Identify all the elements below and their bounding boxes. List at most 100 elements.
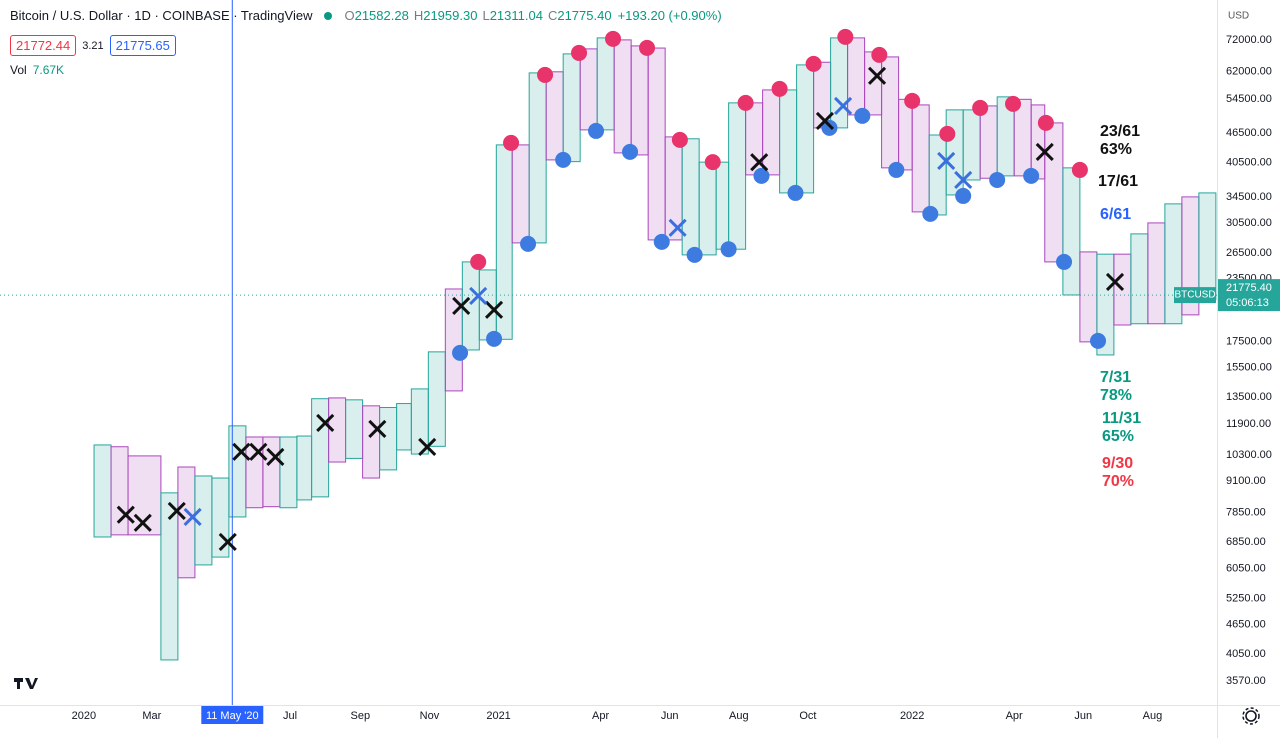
x-tick-label: Oct xyxy=(799,710,816,722)
range-box xyxy=(562,53,581,163)
range-box xyxy=(647,47,666,241)
y-tick-label: 4050.00 xyxy=(1226,648,1266,660)
x-tick-label: Jul xyxy=(283,710,297,722)
x-tick-label: Nov xyxy=(420,710,440,722)
high-dots xyxy=(671,131,688,148)
range-box xyxy=(1198,192,1217,301)
y-tick-label: 46500.00 xyxy=(1226,127,1272,139)
y-tick-label: 4650.00 xyxy=(1226,618,1266,630)
low-dots xyxy=(720,241,737,258)
blue-x-marker xyxy=(834,96,853,115)
crosshair-label: 11 May '20 xyxy=(206,710,259,722)
ohlc-item: C21775.40 xyxy=(548,8,612,23)
black-x-marker xyxy=(368,419,387,439)
symbol-tag-bg xyxy=(1174,287,1216,304)
low-dots xyxy=(821,119,838,136)
y-tick-label: 11900.00 xyxy=(1226,418,1271,430)
black-x-marker xyxy=(116,505,135,524)
low-dots xyxy=(989,171,1006,188)
x-tick-label: Aug xyxy=(729,710,749,722)
ohlc-value: 21311.04 xyxy=(489,8,543,23)
black-x-marker xyxy=(316,413,335,433)
y-tick-label: 62000.00 xyxy=(1226,66,1272,78)
black-x-marker xyxy=(815,111,834,130)
range-box xyxy=(928,134,947,216)
change: +193.20 (+0.90%) xyxy=(617,8,722,23)
ohlc-item: H21959.30 xyxy=(414,8,478,23)
range-box xyxy=(962,109,981,181)
blue-x-marker xyxy=(937,151,956,170)
low-dots xyxy=(1090,332,1107,349)
high-dots xyxy=(771,80,788,97)
range-box xyxy=(461,261,480,351)
high-dots xyxy=(1005,95,1022,112)
crosshair-label-bg xyxy=(201,706,264,724)
volume-row: Vol 7.67K xyxy=(10,63,64,77)
ask[interactable]: 21775.65 xyxy=(109,35,176,56)
blue-x-marker xyxy=(183,507,202,527)
ohlc-value: 21959.30 xyxy=(423,8,478,23)
range-box xyxy=(528,72,547,244)
last-price-bg xyxy=(1218,279,1280,312)
black-x-marker xyxy=(266,447,285,467)
range-box xyxy=(847,37,866,116)
low-dots xyxy=(520,235,537,252)
ohlc-label: H xyxy=(413,8,424,23)
quote-row: 21772.44 3.21 21775.65 xyxy=(10,35,176,56)
range-box xyxy=(979,105,998,179)
y-tick-label: 34500.00 xyxy=(1226,191,1272,203)
high-dots xyxy=(1071,161,1088,178)
black-x-marker xyxy=(867,66,887,85)
y-tick-label: 5250.00 xyxy=(1226,593,1266,605)
range-box xyxy=(379,406,398,471)
annotation: 70% xyxy=(1102,473,1134,490)
x-tick-label: Apr xyxy=(592,710,609,722)
range-box xyxy=(681,138,700,256)
y-tick-label: 15500.00 xyxy=(1226,362,1272,374)
range-box xyxy=(630,45,649,156)
low-dots xyxy=(753,167,770,184)
volume-label: Vol xyxy=(10,63,27,77)
high-dots xyxy=(503,134,520,151)
low-dots xyxy=(955,187,972,204)
range-box xyxy=(796,64,815,194)
range-box xyxy=(1044,122,1064,263)
range-box xyxy=(898,98,913,171)
range-box xyxy=(396,403,412,451)
range-box xyxy=(596,37,615,131)
range-box xyxy=(715,161,730,250)
low-dots xyxy=(922,205,939,222)
range-box xyxy=(881,56,900,169)
y-tick-label: 72000.00 xyxy=(1226,34,1272,46)
range-box xyxy=(279,436,298,509)
ohlc-item: O21582.28 xyxy=(344,8,408,23)
black-x-marker xyxy=(1105,272,1125,292)
annotation: 65% xyxy=(1102,428,1134,445)
bid[interactable]: 21772.44 xyxy=(10,35,77,56)
annotation: 63% xyxy=(1100,141,1132,158)
ohlc-label: O xyxy=(344,8,355,23)
x-tick-label: 2020 xyxy=(72,710,96,722)
low-dots xyxy=(1056,253,1073,270)
blue-x-marker xyxy=(954,170,973,190)
range-box xyxy=(345,399,364,459)
high-dots xyxy=(1037,114,1054,131)
y-tick-label: 6050.00 xyxy=(1226,562,1266,574)
black-x-marker xyxy=(232,442,251,461)
high-dots xyxy=(704,154,721,171)
symbol-title[interactable]: Bitcoin / U.S. Dollar · 1D · COINBASE · … xyxy=(10,8,313,23)
range-box xyxy=(1164,203,1183,325)
plot-area xyxy=(0,0,1217,705)
black-x-marker xyxy=(249,442,268,461)
currency[interactable]: USD xyxy=(1228,11,1249,22)
range-box xyxy=(1079,251,1098,343)
ohlc-label: L xyxy=(482,8,490,23)
ohlc: O21582.28 H21959.30 L21311.04 C21775.40 xyxy=(344,8,611,23)
range-box xyxy=(1062,167,1081,296)
y-tick-label: 9100.00 xyxy=(1226,475,1266,487)
low-dots xyxy=(787,184,804,201)
settings-icon[interactable] xyxy=(1242,707,1260,725)
high-dots xyxy=(737,94,754,111)
black-x-marker xyxy=(133,513,152,532)
range-box xyxy=(545,71,564,161)
